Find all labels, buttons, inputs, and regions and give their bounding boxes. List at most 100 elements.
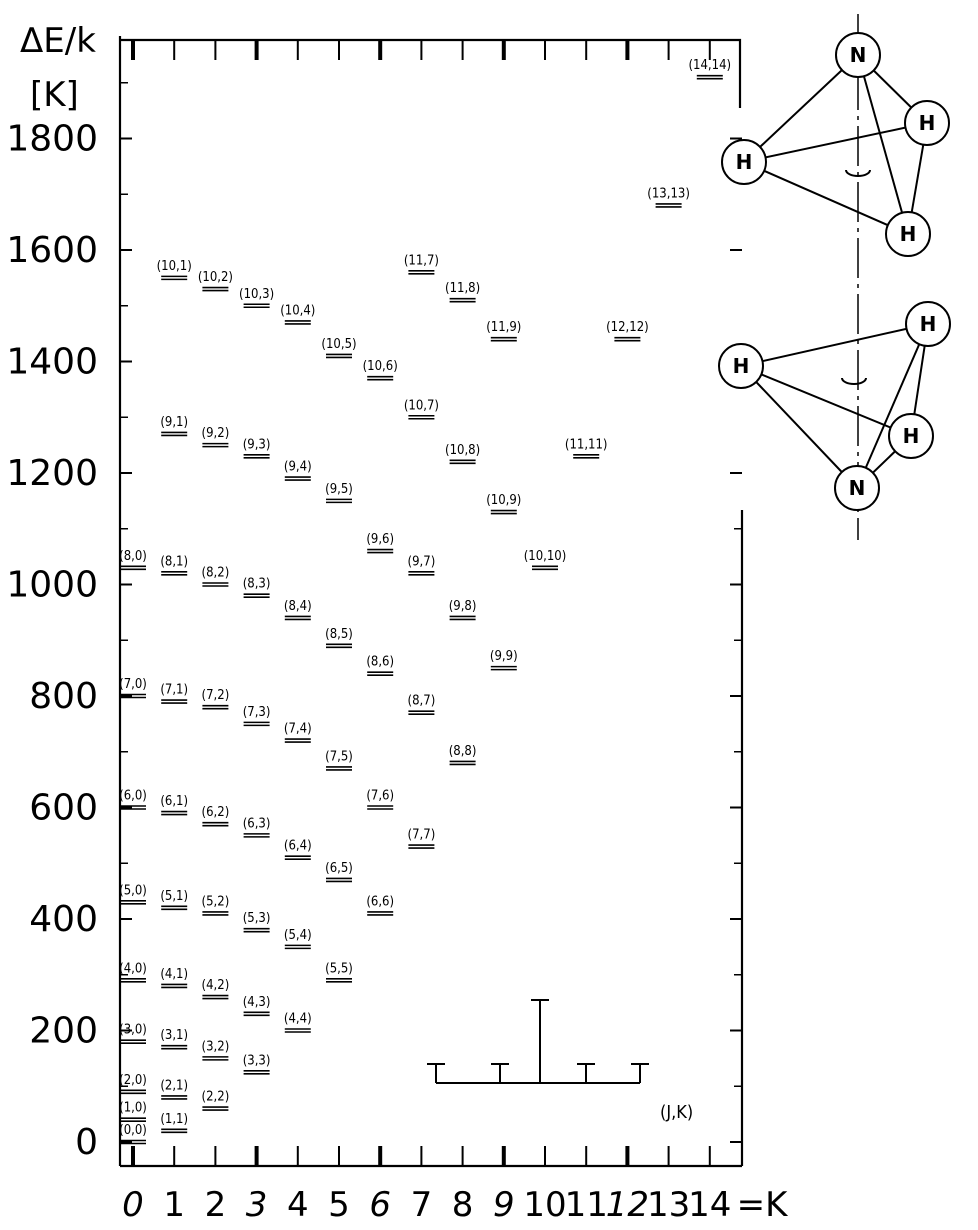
x-tick-label: 13	[647, 1185, 690, 1225]
y-tick-label: 1800	[6, 119, 98, 160]
energy-level: (10,4)	[280, 303, 315, 325]
energy-level: (4,4)	[284, 1012, 312, 1033]
axes-frame	[118, 36, 744, 1168]
level-label: (9,8)	[449, 599, 477, 614]
energy-level: (7,3)	[243, 705, 271, 727]
level-label: (6,5)	[325, 861, 353, 876]
energy-level: (2,0)	[119, 1073, 147, 1095]
atom-n-top	[835, 32, 881, 78]
energy-level: (10,2)	[198, 270, 233, 292]
energy-level: (10,9)	[486, 493, 521, 515]
level-label: (1,0)	[119, 1101, 147, 1116]
level-label: (13,13)	[647, 186, 690, 201]
atom-label: H	[920, 312, 937, 336]
atom-h-top-1	[721, 139, 767, 185]
x-tick-label: 1	[163, 1185, 185, 1225]
rotation-arrow-icon	[845, 169, 871, 177]
atom-h-bottom-1	[718, 343, 764, 389]
energy-level: (10,6)	[363, 359, 398, 381]
level-label: (9,7)	[408, 554, 436, 569]
y-axis-ticks: 0 200 400 600 800 1000 1200 1400 1600 1800	[6, 82, 742, 1163]
energy-level: (8,3)	[243, 577, 271, 598]
x-axis-suffix: =K	[737, 1185, 789, 1225]
x-tick-label: 9	[493, 1185, 515, 1225]
level-label: (7,7)	[408, 828, 436, 843]
level-label: (8,1)	[160, 554, 188, 569]
level-label: (5,1)	[160, 889, 188, 904]
bond-line	[743, 54, 859, 163]
level-label: (6,3)	[243, 816, 271, 831]
x-tick-label: 4	[287, 1185, 309, 1225]
level-label: (8,3)	[243, 577, 271, 592]
bond-line	[740, 323, 929, 367]
energy-level: (3,2)	[202, 1039, 229, 1061]
energy-level: (5,3)	[243, 911, 270, 933]
energy-level: (7,5)	[325, 749, 353, 771]
legend-label: (J,K)	[660, 1102, 693, 1123]
level-label: (2,2)	[202, 1090, 230, 1105]
energy-level: (7,2)	[202, 688, 230, 710]
level-label: (8,2)	[202, 566, 230, 581]
level-label: (5,5)	[325, 961, 353, 976]
atom-label: H	[733, 354, 750, 378]
bond-line	[740, 365, 912, 437]
energy-level: (7,1)	[160, 683, 188, 704]
level-label: (11,11)	[565, 437, 608, 452]
level-label: (7,2)	[202, 688, 230, 703]
energy-level: (7,4)	[284, 722, 312, 743]
bond-line	[856, 323, 929, 489]
energy-level: (10,8)	[445, 443, 480, 465]
level-label: (4,1)	[160, 967, 188, 982]
level-label: (10,7)	[404, 398, 439, 413]
level-label: (2,0)	[119, 1073, 147, 1088]
energy-level: (3,3)	[243, 1053, 270, 1075]
energy-level: (8,6)	[366, 655, 394, 677]
x-tick-label: 14	[688, 1185, 731, 1225]
energy-level: (9,3)	[243, 437, 271, 459]
energy-level: (9,9)	[490, 649, 518, 671]
level-label: (5,4)	[284, 928, 312, 943]
level-label: (11,9)	[486, 320, 521, 335]
level-label: (10,2)	[198, 270, 233, 285]
energy-level: (10,5)	[321, 337, 357, 359]
y-axis-title-unit: [K]	[30, 75, 79, 115]
energy-level: (14,14)	[688, 58, 731, 80]
energy-level: (9,4)	[284, 460, 312, 481]
level-label: (10,3)	[239, 287, 274, 302]
level-label: (9,6)	[366, 532, 394, 547]
energy-level: (8,4)	[284, 599, 312, 621]
level-label: (7,4)	[284, 722, 312, 737]
atom-h-bottom-3	[888, 413, 934, 459]
level-label: (11,8)	[445, 281, 480, 296]
energy-level: (11,7)	[404, 253, 439, 275]
energy-level: (8,5)	[325, 627, 353, 649]
level-label: (10,8)	[445, 443, 480, 458]
energy-level: (6,5)	[325, 861, 353, 883]
atom-h-top-3	[885, 211, 931, 257]
x-tick-label: 7	[411, 1185, 433, 1225]
energy-level: (13,13)	[647, 186, 690, 208]
x-tick-label: 10	[523, 1185, 566, 1225]
level-label: (14,14)	[688, 58, 731, 73]
level-label: (6,1)	[160, 794, 188, 809]
level-label: (6,2)	[202, 805, 230, 820]
level-label: (9,3)	[243, 437, 271, 452]
energy-level: (6,2)	[202, 805, 230, 827]
energy-level: (5,4)	[284, 928, 312, 950]
energy-level: (12,12)	[606, 320, 649, 342]
level-label: (7,0)	[119, 677, 147, 692]
atom-label: N	[849, 476, 866, 500]
y-tick-label: 800	[29, 676, 98, 717]
energy-level: (11,11)	[565, 437, 608, 459]
molecule-diagrams: N H H H H H H N	[718, 14, 951, 540]
energy-level: (9,6)	[366, 532, 394, 554]
x-tick-label: 2	[205, 1185, 227, 1225]
energy-level: (9,1)	[160, 415, 188, 437]
level-label: (7,3)	[243, 705, 271, 720]
splitting-bracket	[427, 999, 649, 1084]
bond-line	[743, 122, 928, 163]
rotation-arrow-icon	[841, 377, 867, 385]
energy-level: (7,0)	[119, 677, 147, 699]
x-tick-label: 12	[606, 1185, 649, 1225]
level-label: (9,5)	[325, 482, 353, 497]
